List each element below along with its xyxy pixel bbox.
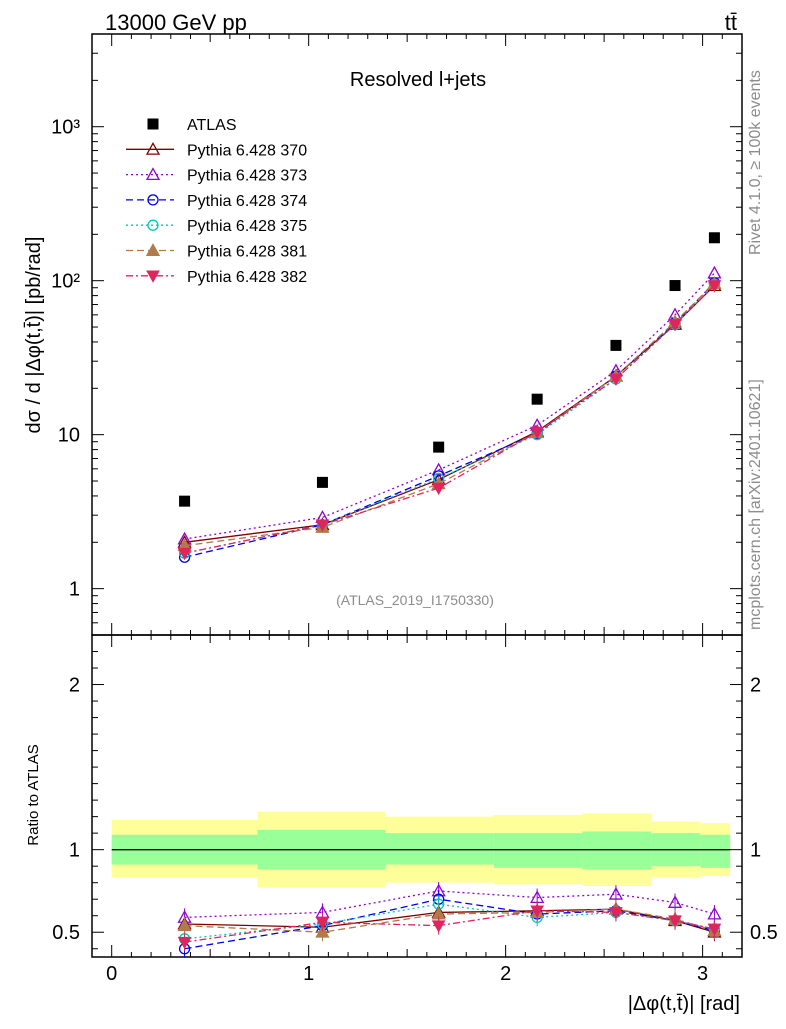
legend-marker <box>145 243 161 256</box>
x-axis-label: |Δφ(t,t̄)| [rad] <box>628 993 740 1015</box>
ratio-point <box>667 895 683 908</box>
data-point <box>316 476 328 488</box>
mc-point <box>177 547 192 561</box>
legend-marker <box>146 270 160 283</box>
legend-label: Pythia 6.428 373 <box>187 168 307 185</box>
mc-point <box>431 482 446 496</box>
x-tick-label: 1 <box>303 963 314 985</box>
ratio-series-line <box>184 903 715 940</box>
mc-point <box>530 426 545 440</box>
series-line <box>184 282 715 558</box>
legend-marker <box>147 118 159 130</box>
data-point <box>433 441 445 453</box>
uncertainty-band-inner <box>493 833 583 868</box>
legend-label: Pythia 6.428 375 <box>187 218 307 235</box>
uncertainty-band-inner <box>582 831 652 870</box>
ratio-y-tick-label-right: 0.5 <box>750 922 778 944</box>
x-tick-label: 0 <box>106 963 117 985</box>
legend-label: Pythia 6.428 382 <box>187 269 307 286</box>
ratio-point <box>530 905 545 918</box>
series-line <box>184 272 715 540</box>
ratio-frame <box>91 634 743 958</box>
ratio-point <box>431 920 446 933</box>
y-tick-label: 1 <box>69 579 80 601</box>
data-point <box>669 280 681 292</box>
ratio-panel: 0.5 0.5 1 1 2 2 0 1 2 3 |Δφ(t,t̄)| [rad] Ratio to A… <box>25 634 778 1015</box>
legend-marker <box>147 219 159 231</box>
series-line <box>184 282 715 547</box>
legend-label: Pythia 6.428 374 <box>187 193 307 210</box>
ratio-point <box>668 915 682 928</box>
data-point <box>531 393 543 405</box>
plot-title: Resolved l+jets <box>350 69 486 91</box>
main-panel: 1 10 10² 10³ dσ / d |Δφ(t,t̄)| [pb/rad] Resol… <box>23 33 743 636</box>
ratio-y-tick-label: 1 <box>69 840 80 862</box>
mc-point <box>668 319 682 332</box>
header-left: 13000 GeV pp <box>105 10 247 35</box>
ratio-point <box>177 936 192 950</box>
legend-marker <box>145 141 161 155</box>
y-tick-label: 10² <box>51 271 80 293</box>
side-mcplots-label: mcplots.cern.ch [arXiv:2401.10621] <box>747 379 764 630</box>
uncertainty-band-inner <box>385 833 494 865</box>
ratio-point <box>315 924 330 938</box>
ratio-point <box>608 886 624 900</box>
y-tick-label: 10 <box>58 425 80 447</box>
data-point <box>708 232 720 244</box>
x-tick-label: 2 <box>500 963 511 985</box>
legend-label: Pythia 6.428 381 <box>187 244 307 261</box>
mc-point <box>315 519 330 532</box>
legend-label: Pythia 6.428 370 <box>187 142 307 159</box>
uncertainty-band-inner <box>700 834 731 868</box>
ratio-y-tick-label-right: 2 <box>750 675 761 697</box>
ratio-point <box>609 907 623 920</box>
series-line <box>184 285 715 543</box>
ratio-y-tick-label: 0.5 <box>52 922 80 944</box>
ratio-y-tick-label-right: 1 <box>750 840 761 862</box>
mc-point <box>609 373 623 386</box>
mc-point <box>707 280 722 293</box>
header-right: tt̄ <box>725 10 737 35</box>
ratio-point <box>707 906 722 920</box>
series-line <box>184 283 715 554</box>
ratio-point <box>707 923 722 936</box>
analysis-watermark: (ATLAS_2019_I1750330) <box>336 592 494 608</box>
ratio-y-tick-label: 2 <box>69 675 80 697</box>
legend-marker <box>145 167 161 181</box>
x-tick-label: 3 <box>697 963 708 985</box>
ratio-point <box>177 918 192 932</box>
legend-marker <box>147 194 159 206</box>
y-axis-label: dσ / d |Δφ(t,t̄)| [pb/rad] <box>23 237 45 434</box>
mc-point <box>431 462 446 476</box>
data-point <box>179 495 191 507</box>
ratio-point <box>315 917 330 930</box>
side-rivet-label: Rivet 4.1.0, ≥ 100k events <box>747 70 764 255</box>
ratio-y-axis-label: Ratio to ATLAS <box>25 744 42 845</box>
y-tick-label: 10³ <box>51 117 80 139</box>
series-line <box>184 285 715 554</box>
legend-label: ATLAS <box>187 117 237 134</box>
data-point <box>610 339 622 351</box>
